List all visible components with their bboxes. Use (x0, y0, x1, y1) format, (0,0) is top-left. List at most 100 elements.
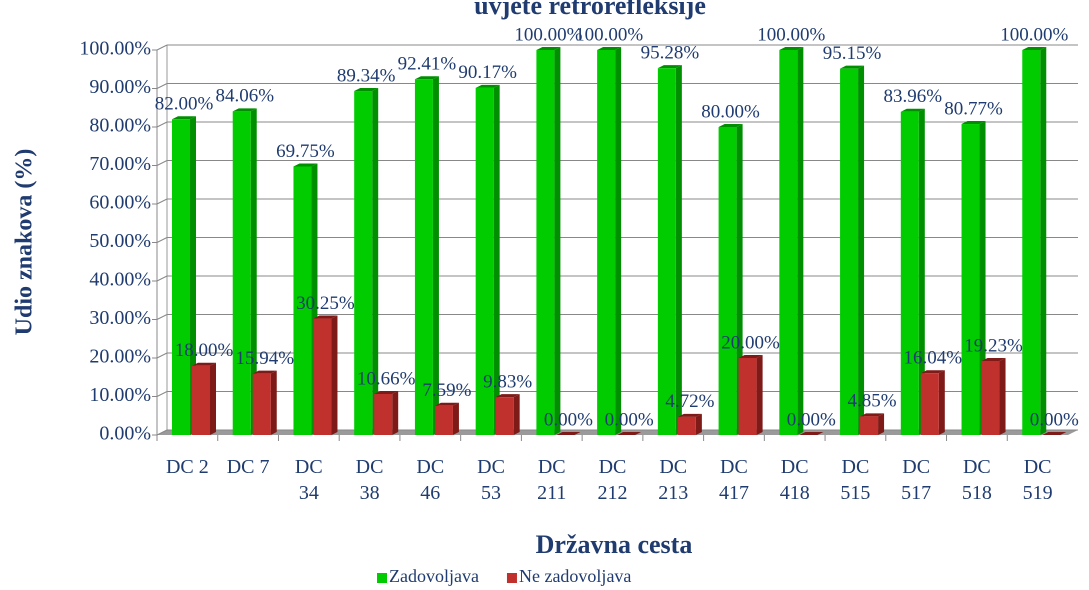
grid-line-edge (156, 121, 168, 128)
bar (293, 166, 312, 435)
data-label: 100.00% (1000, 24, 1068, 45)
bar (172, 119, 190, 436)
bar (981, 360, 1000, 435)
grid-line-edge (156, 275, 168, 282)
bar-top (677, 413, 702, 417)
bar (677, 416, 696, 435)
data-label: 7.59% (422, 380, 471, 401)
bar-side (210, 362, 216, 435)
bar (252, 373, 271, 435)
grid-line-edge (156, 352, 168, 359)
data-label: 0.00% (787, 409, 836, 430)
bar-top (1042, 432, 1067, 435)
y-tick-label: 80.00% (89, 115, 151, 137)
data-label: 80.77% (944, 98, 1003, 119)
bar-side (554, 47, 561, 435)
bar-top (617, 432, 642, 435)
bar-side (250, 108, 257, 435)
y-tick-label: 10.00% (89, 384, 151, 406)
data-label: 18.00% (175, 340, 234, 361)
bar-side (392, 390, 399, 435)
chart-title: uvjete retrorefleksije (474, 0, 706, 20)
bar (414, 79, 433, 435)
x-tick-label: DC 34 (294, 456, 323, 504)
x-tick-label: DC 418 (779, 456, 810, 504)
bar-top (475, 84, 500, 88)
data-label: 95.15% (823, 43, 882, 64)
y-tick-label: 40.00% (89, 269, 151, 291)
x-tick-label: DC 211 (537, 456, 567, 504)
bar (738, 358, 757, 435)
bar-side (270, 370, 277, 435)
bar-top (961, 121, 986, 125)
data-label: 95.28% (641, 43, 700, 64)
y-tick-label: 30.00% (89, 307, 151, 329)
bar-top (313, 315, 338, 319)
y-tick-label: 50.00% (89, 230, 151, 252)
data-label: 20.00% (721, 332, 780, 353)
data-label: 69.75% (276, 141, 335, 162)
bar (354, 91, 373, 435)
bar (232, 111, 251, 435)
bar (920, 373, 939, 435)
bar-top (981, 357, 1006, 361)
bar-side (372, 88, 379, 435)
bar-side (452, 402, 459, 435)
bar-top (1022, 47, 1047, 50)
x-tick-label: DC 46 (416, 456, 445, 504)
grid-line-edge (156, 44, 168, 51)
x-tick-label: DC 212 (597, 456, 628, 504)
bar-top (799, 432, 824, 435)
data-label: 100.00% (514, 24, 582, 45)
data-label: 100.00% (757, 24, 825, 45)
x-tick-label: DC 517 (901, 456, 932, 504)
data-label: 0.00% (544, 409, 593, 430)
y-tick-label: 0.00% (99, 423, 151, 445)
legend-swatch (377, 573, 387, 583)
bar-top (597, 47, 622, 50)
x-tick-label: DC 38 (355, 456, 384, 504)
bar-top (293, 163, 318, 167)
bar (192, 365, 210, 435)
x-tick-label: DC 518 (961, 456, 992, 504)
bar-side (797, 47, 804, 435)
grid-line-edge (156, 237, 168, 243)
bar (840, 68, 859, 436)
x-axis-title: Državna cesta (536, 530, 693, 559)
bar-top (657, 65, 682, 69)
y-tick-label: 70.00% (89, 153, 151, 175)
bar (779, 50, 798, 435)
bar-top (434, 402, 459, 406)
bar-side (190, 116, 196, 436)
x-tick-label: DC 515 (840, 456, 871, 504)
bar-top (556, 432, 581, 435)
data-label: 92.41% (398, 54, 457, 75)
x-tick-label: DC 519 (1022, 456, 1053, 504)
data-label: 16.04% (904, 348, 963, 369)
y-tick-label: 100.00% (79, 38, 151, 60)
bar-top (536, 47, 561, 50)
bar-top (840, 65, 865, 69)
y-tick-label: 20.00% (89, 346, 151, 368)
data-label: 0.00% (605, 409, 654, 430)
bar-top (414, 76, 439, 80)
legend-label: Ne zadovoljava (519, 566, 631, 586)
bar-top (354, 88, 379, 92)
bar (597, 50, 616, 435)
bar-top (860, 413, 885, 417)
bar (657, 68, 676, 435)
y-tick-label: 90.00% (89, 76, 151, 98)
x-tick-label: DC 7 (226, 456, 270, 478)
data-label: 90.17% (458, 62, 517, 83)
bar (374, 393, 393, 435)
bar-side (1040, 47, 1047, 435)
data-label: 89.34% (337, 65, 396, 86)
data-label: 19.23% (964, 335, 1023, 356)
y-tick-label: 60.00% (89, 192, 151, 214)
bar-side (331, 315, 338, 435)
grid-line-edge (156, 198, 168, 205)
data-label: 15.94% (235, 348, 294, 369)
bar-side (878, 413, 885, 435)
bar-side (493, 84, 500, 436)
bar-top (779, 47, 804, 50)
